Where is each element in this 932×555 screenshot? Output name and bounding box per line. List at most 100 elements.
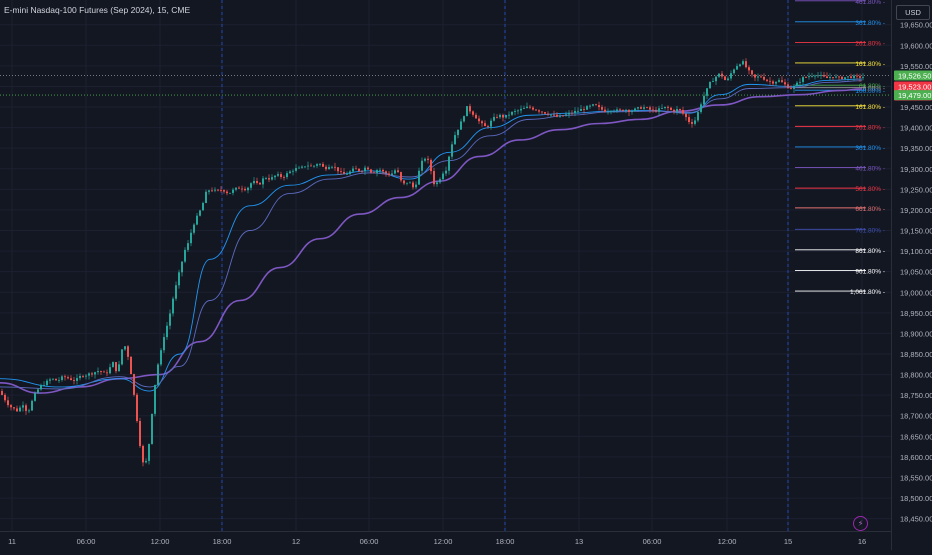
candle-body — [208, 190, 210, 192]
candle-body — [163, 337, 165, 351]
candle-body — [796, 82, 798, 87]
candle-body — [718, 73, 720, 77]
candle-body — [328, 167, 330, 170]
grid-lines — [0, 0, 891, 531]
chart-title: E-mini Nasdaq-100 Futures (Sep 2024), 15… — [4, 5, 191, 15]
moving-average-line — [0, 80, 863, 390]
candle-body — [622, 109, 624, 111]
candle-body — [316, 164, 318, 166]
candle-body — [292, 170, 294, 172]
candle-body — [229, 192, 231, 194]
candle-body — [364, 167, 366, 172]
price-axis[interactable] — [891, 0, 932, 550]
candle-body — [223, 190, 225, 192]
candle-body — [634, 108, 636, 112]
candle-body — [457, 129, 459, 136]
time-axis[interactable] — [0, 531, 891, 551]
candle-body — [331, 166, 333, 168]
candle-body — [619, 109, 621, 111]
candle-body — [823, 75, 825, 77]
candle-body — [19, 407, 21, 412]
candle-body — [70, 378, 72, 380]
candle-body — [361, 171, 363, 172]
fib-level-label: 961.80% - — [855, 268, 885, 275]
candle-body — [481, 121, 483, 124]
candle-body — [88, 373, 90, 376]
fib-level-label: 461.80% - — [855, 166, 885, 173]
candle-body — [640, 107, 642, 109]
candle-body — [388, 173, 390, 176]
candle-body — [595, 104, 597, 106]
candle-body — [238, 187, 240, 189]
candle-body — [778, 80, 780, 82]
candle-body — [217, 189, 219, 191]
fib-level-label: 61.80% - — [859, 83, 885, 90]
candle-body — [115, 362, 117, 372]
candle-body — [301, 166, 303, 168]
lightning-icon[interactable]: ⚡ — [853, 516, 868, 531]
candle-body — [769, 80, 771, 82]
fib-level-label: 861.80% - — [855, 248, 885, 255]
candle-body — [691, 122, 693, 124]
candle-body — [763, 76, 765, 80]
candle-body — [166, 325, 168, 338]
candle-body — [151, 413, 153, 444]
candle-body — [82, 376, 84, 377]
candle-body — [559, 115, 561, 117]
candle-body — [652, 109, 654, 111]
candle-body — [265, 178, 267, 179]
candle-body — [415, 184, 417, 188]
candle-body — [214, 189, 216, 191]
candle-body — [379, 169, 381, 171]
candle-body — [613, 110, 615, 112]
candle-body — [499, 114, 501, 118]
candle-body — [565, 114, 567, 116]
candle-body — [601, 107, 603, 110]
candle-body — [721, 73, 723, 77]
candle-body — [475, 114, 477, 119]
candle-body — [727, 78, 729, 81]
candle-body — [268, 178, 270, 180]
currency-button[interactable]: USD — [896, 5, 930, 20]
candle-body — [715, 76, 717, 82]
candle-body — [346, 173, 348, 175]
fib-level-label: 461.80% - — [855, 0, 885, 6]
candle-body — [304, 166, 306, 168]
candle-body — [289, 171, 291, 174]
candle-body — [574, 110, 576, 114]
candle-body — [106, 372, 108, 374]
candle-body — [1, 391, 3, 395]
candle-body — [409, 182, 411, 184]
candle-body — [676, 108, 678, 112]
candle-body — [703, 95, 705, 105]
candle-body — [37, 389, 39, 394]
candle-body — [352, 168, 354, 172]
candle-body — [520, 108, 522, 111]
candle-body — [94, 372, 96, 375]
candle-body — [445, 170, 447, 174]
fib-level-label: 361.80% - — [855, 145, 885, 152]
candle-body — [418, 170, 420, 185]
candle-body — [22, 405, 24, 408]
candle-body — [544, 112, 546, 114]
candle-body — [517, 110, 519, 112]
candle-body — [490, 120, 492, 127]
candle-body — [832, 77, 834, 78]
candle-body — [325, 166, 327, 170]
candle-body — [46, 380, 48, 386]
candle-body — [49, 379, 51, 381]
candle-body — [7, 400, 9, 406]
candle-body — [535, 109, 537, 111]
candle-body — [451, 144, 453, 157]
candle-body — [805, 77, 807, 78]
candle-body — [58, 379, 60, 381]
candle-body — [424, 158, 426, 161]
candle-body — [856, 75, 858, 77]
candle-body — [556, 114, 558, 117]
candle-body — [646, 107, 648, 109]
candle-body — [436, 182, 438, 185]
candle-body — [337, 167, 339, 172]
candle-body — [850, 76, 852, 78]
